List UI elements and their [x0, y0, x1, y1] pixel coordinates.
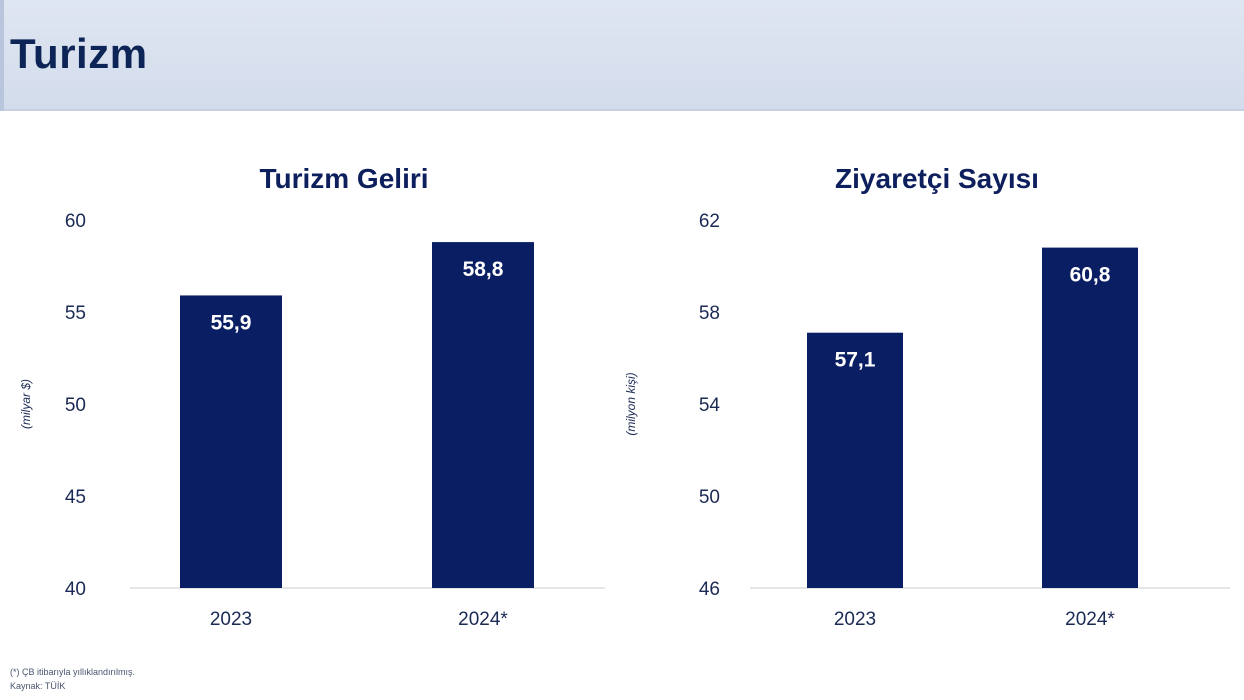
bar — [1042, 247, 1138, 588]
header-accent-bar — [0, 0, 4, 111]
footnote-source: Kaynak: TÜİK — [10, 681, 66, 691]
header-banner: Turizm — [0, 0, 1244, 111]
y-tick-label: 58 — [699, 303, 720, 324]
bar-value-label: 58,8 — [463, 258, 504, 281]
y-tick-label: 54 — [699, 395, 721, 416]
page-title: Turizm — [10, 30, 148, 77]
y-tick-label: 40 — [65, 579, 86, 600]
bar-value-label: 60,8 — [1070, 264, 1111, 287]
y-tick-label: 55 — [65, 303, 86, 324]
y-tick-label: 50 — [699, 487, 720, 508]
y-tick-label: 62 — [699, 211, 720, 232]
chart-title-visitor-count: Ziyaretçi Sayısı — [835, 163, 1039, 194]
bar — [807, 332, 903, 588]
y-tick-label: 46 — [699, 579, 720, 600]
bar — [432, 242, 534, 588]
visitor-count-chart: 46 50 54 58 62 (milyon kişi) 57,1 2023 60,8 2024* — [624, 211, 1230, 630]
y-axis-label: (milyon kişi) — [624, 372, 638, 435]
x-tick-label: 2023 — [210, 609, 252, 630]
y-axis-label: (milyar $) — [19, 379, 33, 429]
bar — [180, 295, 282, 588]
chart-title-tourism-revenue: Turizm Geliri — [259, 163, 429, 194]
tourism-revenue-chart: 40 45 50 55 60 (milyar $) 55,9 2023 58,8 2024* — [19, 211, 605, 630]
y-tick-label: 50 — [65, 395, 86, 416]
footnote-annualized: (*) ÇB itibarıyla yıllıklandırılmış. — [10, 667, 136, 677]
y-tick-label: 60 — [65, 211, 86, 232]
x-tick-label: 2023 — [834, 609, 876, 630]
y-tick-label: 45 — [65, 487, 86, 508]
bar-value-label: 57,1 — [835, 349, 876, 372]
x-tick-label: 2024* — [1065, 609, 1115, 630]
x-tick-label: 2024* — [458, 609, 508, 630]
bar-value-label: 55,9 — [211, 311, 252, 334]
